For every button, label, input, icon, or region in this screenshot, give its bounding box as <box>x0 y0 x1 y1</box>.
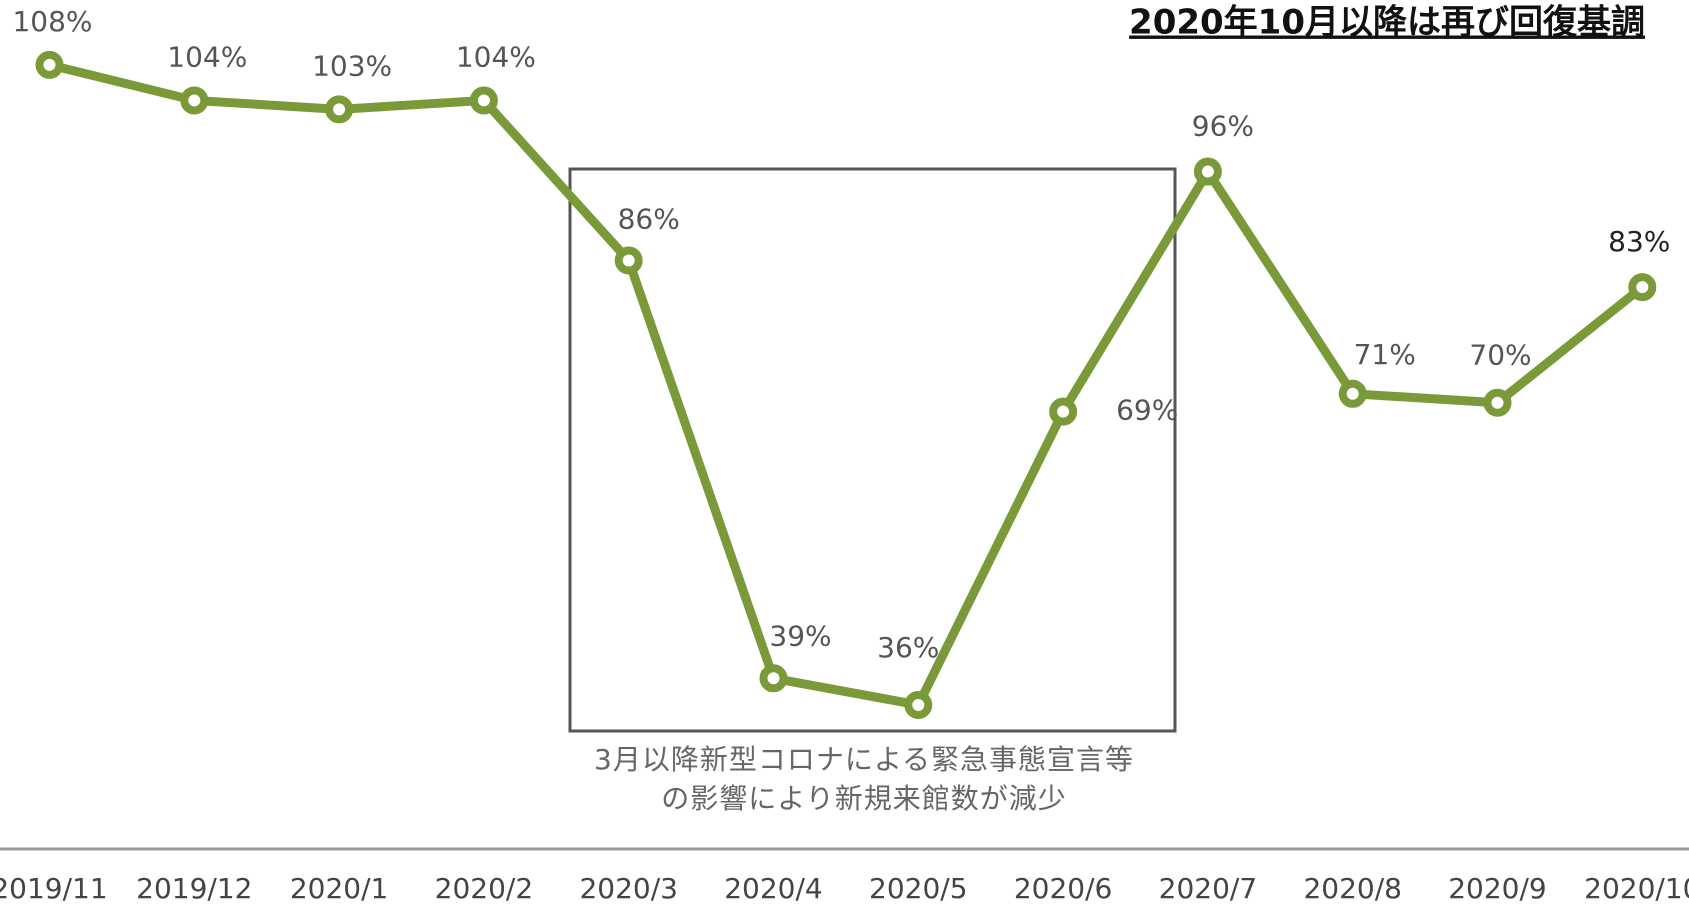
x-tick-label: 2020/4 <box>724 872 823 905</box>
x-tick-label: 2020/3 <box>579 872 678 905</box>
data-label: 108% <box>12 5 92 38</box>
data-point <box>1628 273 1657 302</box>
x-tick-label: 2020/10 <box>1584 872 1689 905</box>
data-label: 104% <box>456 40 536 73</box>
data-point <box>904 690 933 719</box>
data-point <box>1049 397 1078 426</box>
data-point <box>325 95 354 124</box>
x-tick-label: 2019/11 <box>0 872 108 905</box>
chart-title: 2020年10月以降は再び回復基調 <box>1129 3 1645 43</box>
annotation: の影響により新規来館数が減少 <box>661 782 1066 815</box>
data-point <box>614 246 643 275</box>
data-label: 71% <box>1354 338 1416 371</box>
x-tick-label: 2020/6 <box>1014 872 1113 905</box>
data-point <box>759 664 788 693</box>
x-tick-label: 2020/5 <box>869 872 968 905</box>
x-tick-label: 2020/9 <box>1448 872 1547 905</box>
x-tick-label: 2020/8 <box>1303 872 1402 905</box>
x-tick-label: 2019/12 <box>136 872 252 905</box>
data-line <box>48 60 1646 710</box>
data-point <box>1483 388 1512 417</box>
x-tick-label: 2020/7 <box>1159 872 1258 905</box>
annotation: 3月以降新型コロナによる緊急事態宣言等 <box>594 743 1134 776</box>
data-point <box>35 50 64 79</box>
data-label: 36% <box>877 631 939 664</box>
data-label: 39% <box>769 619 831 652</box>
data-label: 103% <box>312 49 392 82</box>
data-label: 69% <box>1116 394 1178 427</box>
data-label: 86% <box>618 202 680 235</box>
x-tick-label: 2020/1 <box>290 872 389 905</box>
data-label: 83% <box>1608 225 1670 258</box>
x-tick-label: 2020/2 <box>435 872 534 905</box>
data-label: 96% <box>1192 110 1254 143</box>
highlight-box <box>568 167 1177 733</box>
data-label: 104% <box>167 40 247 73</box>
data-point <box>1338 379 1367 408</box>
data-point <box>469 86 498 115</box>
data-label: 70% <box>1469 339 1531 372</box>
data-point <box>1193 157 1222 186</box>
data-point <box>180 86 209 115</box>
